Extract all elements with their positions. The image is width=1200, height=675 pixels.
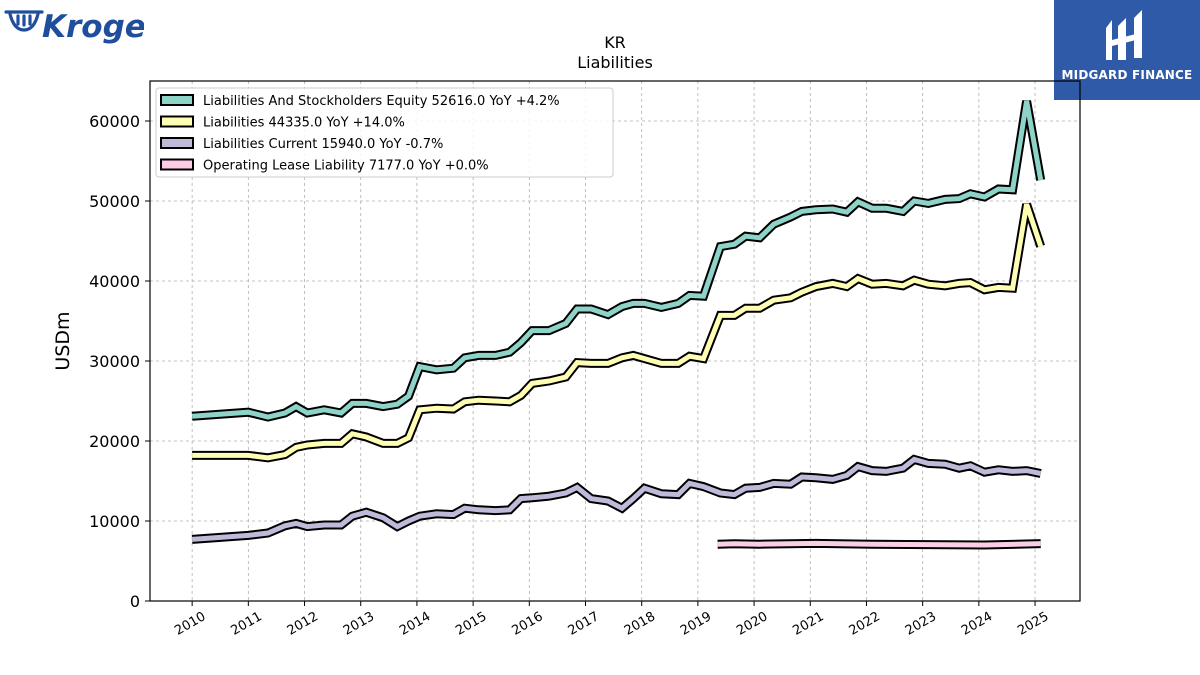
legend-entry-label: Liabilities 44335.0 YoY +14.0% [203,116,405,131]
y-axis-label: USDm [52,311,74,370]
x-axis: 2010 2011 2012 2013 2014 2015 2016 2017 2018 2019… [172,601,1051,639]
y-tick-label: 50000 [89,192,140,211]
x-tick-label: 2014 [397,609,433,639]
series-line [191,100,1044,420]
kroger-logo: Kroger [4,9,144,45]
y-tick-label: 20000 [89,432,140,451]
x-tick-label: 2025 [1015,609,1051,639]
series-liabilities-current [191,454,1042,544]
legend-entry-label: Operating Lease Liability 7177.0 YoY +0.… [203,159,489,174]
midgard-finance-logo: MIDGARD FINANCE [1054,0,1200,100]
legend-box [155,87,614,178]
x-tick-label: 2021 [790,609,826,639]
kroger-logo-mark [4,10,44,32]
legend-swatch [160,115,194,128]
legend-swatch [160,158,194,171]
y-tick-label: 40000 [89,272,140,291]
x-tick-label: 2010 [172,609,208,639]
y-axis: 0 10000 20000 30000 40000 50000 60000 [89,112,150,611]
x-tick-label: 2015 [453,609,489,639]
legend-swatch [160,137,194,149]
chart-subtitle: Liabilities [577,53,653,72]
kroger-logo-text: Kroger [42,9,144,45]
series-liabilities-and-stockholders-equity [191,100,1046,422]
x-tick-label: 2023 [903,609,939,639]
series-group [191,100,1046,550]
x-tick-label: 2016 [509,609,545,639]
series-outline [192,202,1045,463]
midgard-logo-text: MIDGARD FINANCE [1061,68,1193,82]
x-tick-label: 2018 [622,609,658,639]
x-tick-label: 2013 [341,609,377,639]
series-line [191,456,1042,542]
chart-title: KR [604,33,626,52]
y-tick-label: 10000 [89,512,140,531]
series-operating-lease-liability [717,538,1041,550]
y-tick-label: 0 [130,592,140,611]
legend-swatch [160,94,194,106]
plot-frame [149,80,1081,602]
series-liabilities [192,202,1045,463]
y-tick-label: 30000 [89,352,140,371]
x-tick-label: 2024 [959,609,995,639]
legend: Liabilities And Stockholders Equity 5261… [155,87,614,178]
x-tick-label: 2019 [678,609,714,639]
x-tick-label: 2017 [566,609,602,639]
series-line [717,540,1041,548]
legend-entry-label: Liabilities And Stockholders Equity 5261… [203,94,560,109]
y-tick-label: 60000 [89,112,140,131]
x-tick-label: 2011 [229,609,265,639]
midgard-logo-mark [1106,10,1142,60]
x-tick-label: 2022 [847,609,883,639]
series-line [192,203,1044,461]
x-tick-label: 2020 [734,609,770,639]
x-tick-label: 2012 [285,609,321,639]
legend-entry-label: Liabilities Current 15940.0 YoY -0.7% [203,137,443,152]
